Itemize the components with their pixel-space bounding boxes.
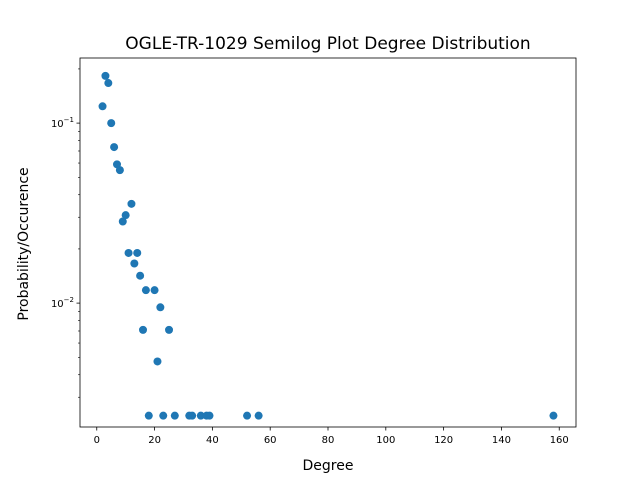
x-tick-label: 100 — [376, 435, 395, 446]
data-point — [121, 211, 130, 220]
x-tick-label: 40 — [206, 435, 219, 446]
data-point — [144, 411, 153, 420]
chart-title: OGLE-TR-1029 Semilog Plot Degree Distrib… — [125, 34, 530, 54]
data-point — [139, 325, 148, 334]
data-point — [136, 271, 145, 280]
x-axis-label: Degree — [303, 458, 354, 474]
data-point — [101, 71, 110, 80]
x-tick-label: 60 — [264, 435, 277, 446]
data-point — [104, 79, 113, 88]
x-axis: 0 20 40 60 80 100 120 140 160 — [94, 427, 569, 446]
data-point — [243, 411, 252, 420]
data-point — [98, 102, 107, 111]
data-point — [165, 325, 174, 334]
data-point — [133, 248, 142, 257]
data-point — [141, 286, 150, 295]
data-point — [159, 411, 168, 420]
data-point — [196, 411, 205, 420]
data-point — [549, 411, 558, 420]
data-point — [188, 411, 197, 420]
data-point — [130, 259, 139, 268]
data-point — [153, 357, 162, 366]
x-tick-label: 160 — [550, 435, 569, 446]
x-tick-label: 20 — [148, 435, 161, 446]
y-axis: 10−2 10−1 — [51, 68, 80, 398]
data-point — [205, 411, 214, 420]
y-tick-label: 10−1 — [51, 116, 74, 130]
x-tick-label: 0 — [94, 435, 100, 446]
data-point — [107, 119, 116, 128]
x-tick-label: 80 — [322, 435, 335, 446]
x-tick-label: 120 — [434, 435, 453, 446]
data-point — [115, 166, 124, 175]
data-point — [254, 411, 263, 420]
data-point — [110, 143, 119, 152]
data-point — [127, 199, 136, 208]
data-point — [156, 303, 165, 312]
x-tick-label: 140 — [492, 435, 511, 446]
data-point — [170, 411, 179, 420]
y-axis-label: Probability/Occurence — [16, 167, 32, 320]
data-point — [150, 286, 159, 295]
scatter-points — [98, 71, 558, 420]
data-point — [124, 248, 133, 257]
data-point — [118, 217, 127, 226]
y-tick-label: 10−2 — [51, 296, 74, 310]
